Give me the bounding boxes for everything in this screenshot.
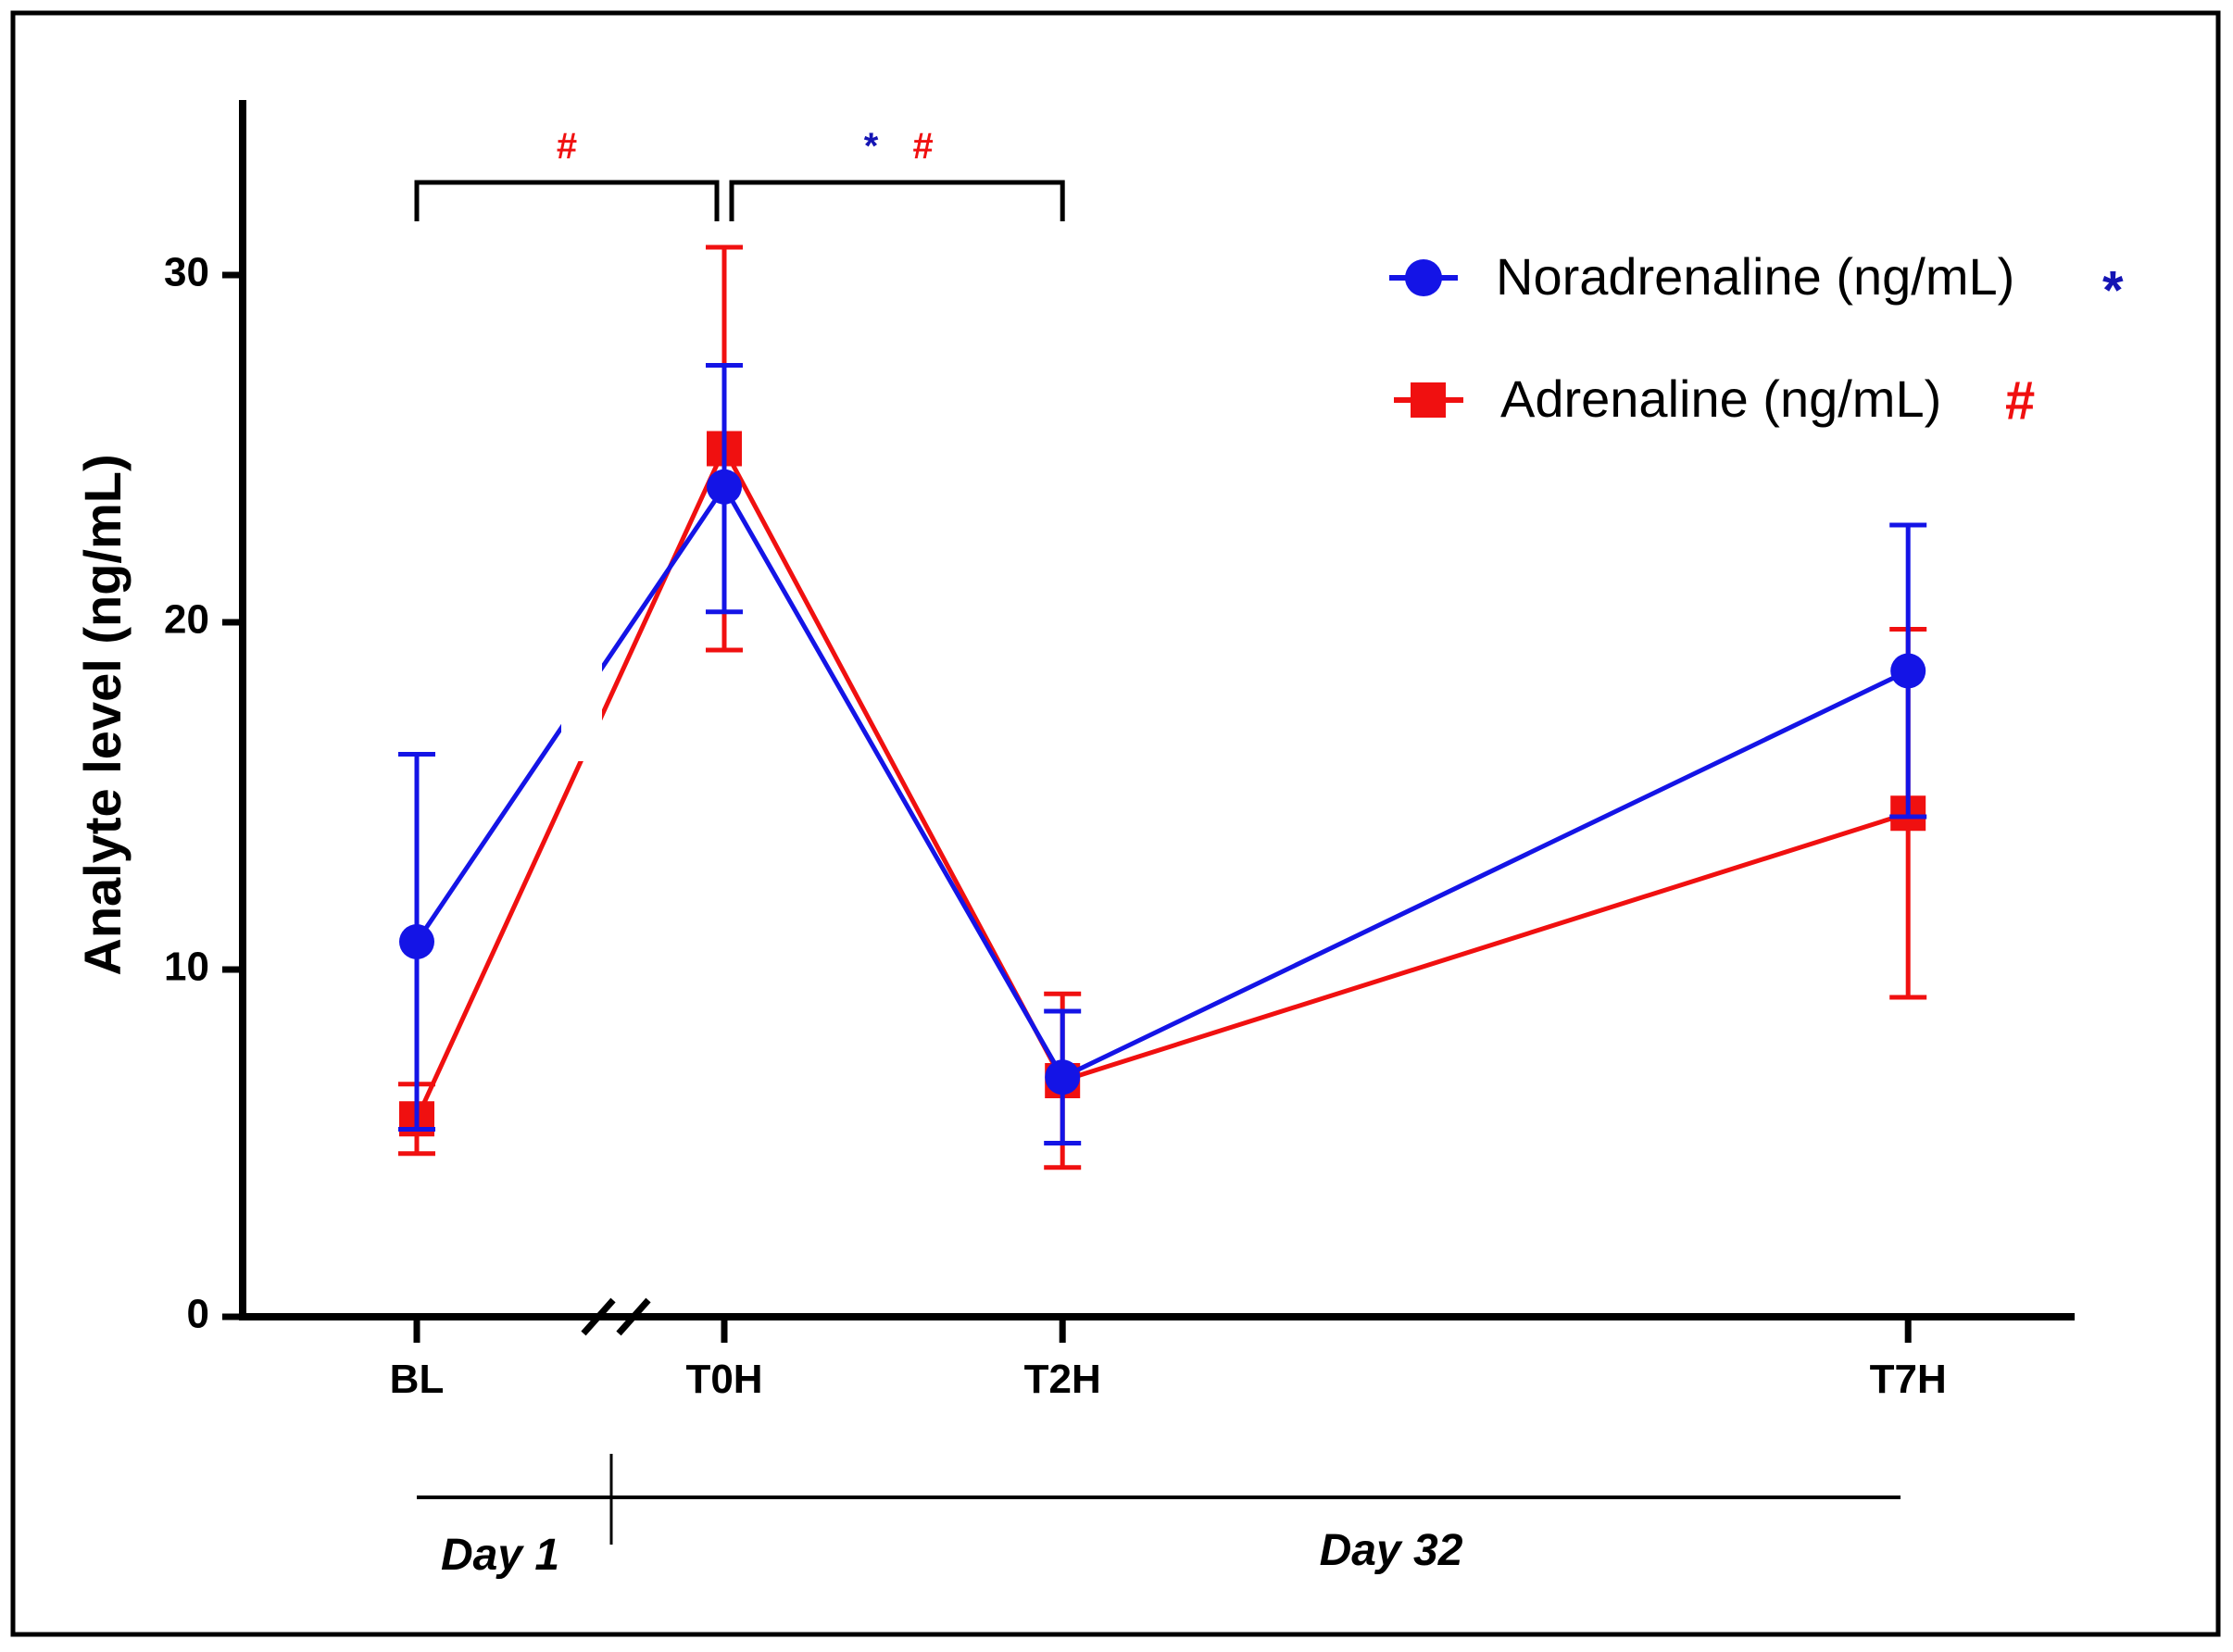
legend-item-adrenaline: Adrenaline (ng/mL) #: [1394, 369, 2035, 431]
significance-group: # * #: [414, 126, 1065, 221]
data-point-noradrenaline: [1890, 653, 1926, 689]
figure-frame: [10, 10, 2221, 1637]
bracket-line: [729, 180, 1065, 221]
legend-item-noradrenaline: Noradrenaline (ng/mL) *: [1389, 247, 2124, 320]
y-tick-label: 20: [164, 597, 209, 643]
y-tick-label: 10: [164, 945, 209, 990]
x-tick-label: T2H: [1024, 1357, 1101, 1402]
series-line-adrenaline: [414, 443, 1909, 1120]
significance-marker: #: [557, 126, 577, 167]
data-point-noradrenaline: [399, 924, 434, 959]
series-group: [398, 244, 1927, 1170]
axis-break-mark-left: [581, 1297, 616, 1336]
y-axis-label: Analyte level (ng/mL): [73, 454, 132, 975]
line-break-gap: [561, 569, 602, 761]
axis-break-mark-right: [616, 1297, 651, 1336]
axes-group: [239, 100, 2075, 1336]
legend: Noradrenaline (ng/mL) * Adrenaline (ng/m…: [1389, 247, 2124, 431]
y-tick-label: 30: [164, 250, 209, 295]
bracket-line: [414, 180, 720, 221]
x-tick-label: T0H: [685, 1357, 762, 1402]
timeline-label-day32: Day 32: [1320, 1526, 1463, 1575]
data-point-noradrenaline: [1045, 1059, 1081, 1095]
timeline: Day 1 Day 32: [417, 1454, 1901, 1580]
legend-marker-adrenaline: [1411, 382, 1446, 418]
significance-marker: *: [864, 126, 879, 167]
data-point-noradrenaline: [707, 469, 742, 505]
legend-marker-label-adrenaline: #: [2005, 370, 2035, 431]
legend-marker-noradrenaline: [1405, 259, 1442, 296]
significance-marker: #: [912, 126, 933, 167]
legend-label-adrenaline: Adrenaline (ng/mL): [1500, 369, 1941, 428]
y-tick-label: 0: [187, 1292, 209, 1337]
y-ticks-group: 0 10 20 30: [164, 250, 243, 1337]
timeline-label-day1: Day 1: [441, 1531, 559, 1580]
x-tick-label: T7H: [1870, 1357, 1947, 1402]
x-ticks-group: BL T0H T2H T7H: [390, 1317, 1947, 1402]
legend-marker-label-noradrenaline: *: [2102, 260, 2124, 320]
significance-bracket: #: [414, 126, 720, 221]
x-tick-label: BL: [390, 1357, 445, 1402]
legend-label-noradrenaline: Noradrenaline (ng/mL): [1496, 247, 2014, 306]
significance-bracket: * #: [729, 126, 1065, 221]
